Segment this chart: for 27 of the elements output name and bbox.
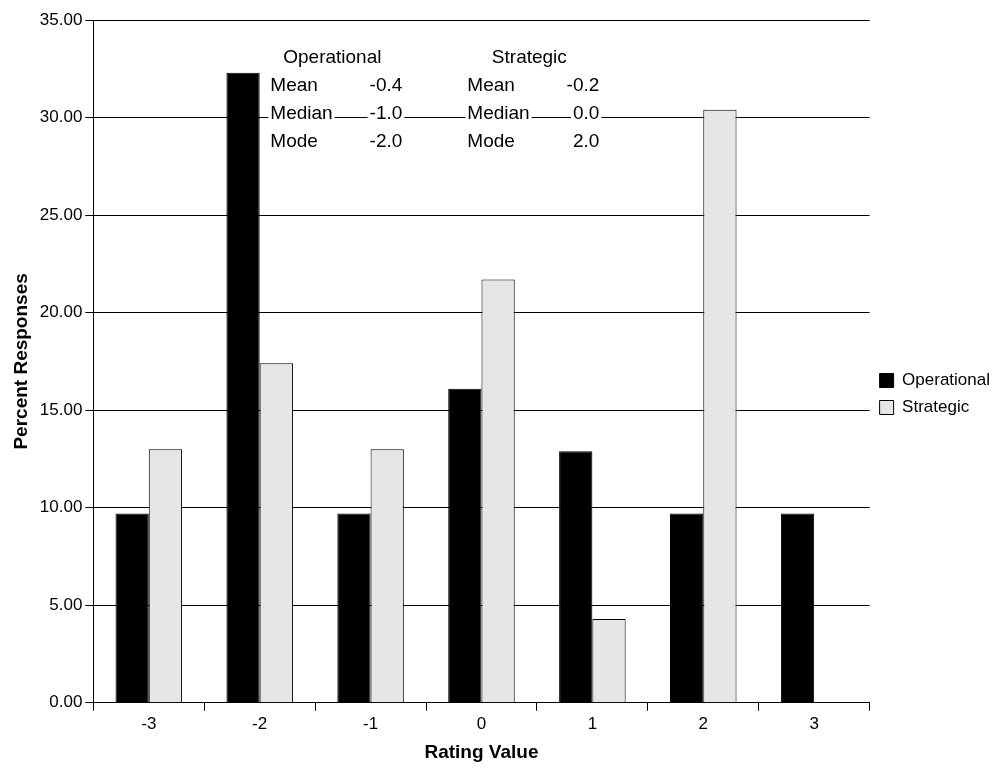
- x-tick-label: -1: [363, 713, 379, 733]
- y-tick-label: 35.00: [39, 9, 83, 29]
- x-tick-label: 1: [587, 713, 598, 733]
- y-tick-label: 5.00: [49, 594, 83, 614]
- y-tick-label: 0.00: [49, 692, 83, 712]
- annotation: Strategic: [491, 46, 567, 68]
- y-tick-label: 25.00: [39, 204, 83, 224]
- text: Median -1.0: [270, 102, 403, 124]
- text: Mode -2.0: [270, 130, 403, 152]
- text: Mean -0.4: [270, 74, 403, 96]
- text: Median 0.0: [467, 102, 600, 124]
- x-tick-label: 2: [698, 713, 708, 733]
- y-tick-label: 20.00: [39, 302, 83, 322]
- x-tick-label: -3: [141, 713, 157, 733]
- y-axis-title: Percent Responses: [9, 273, 31, 450]
- y-tick-label: 15.00: [39, 399, 83, 419]
- x-tick-label: -2: [252, 713, 268, 733]
- x-axis-title: Rating Value: [424, 740, 539, 762]
- text: Mode 2.0: [467, 130, 600, 152]
- y-tick-label: 30.00: [39, 107, 83, 127]
- x-tick-label: 3: [809, 713, 819, 733]
- y-tick-label: 10.00: [39, 497, 83, 517]
- legend-label: Operational: [902, 370, 990, 390]
- annotation: Operational: [283, 46, 382, 68]
- text: Mean -0.2: [467, 74, 600, 96]
- x-tick-label: 0: [476, 713, 487, 733]
- legend-label: Strategic: [902, 397, 970, 417]
